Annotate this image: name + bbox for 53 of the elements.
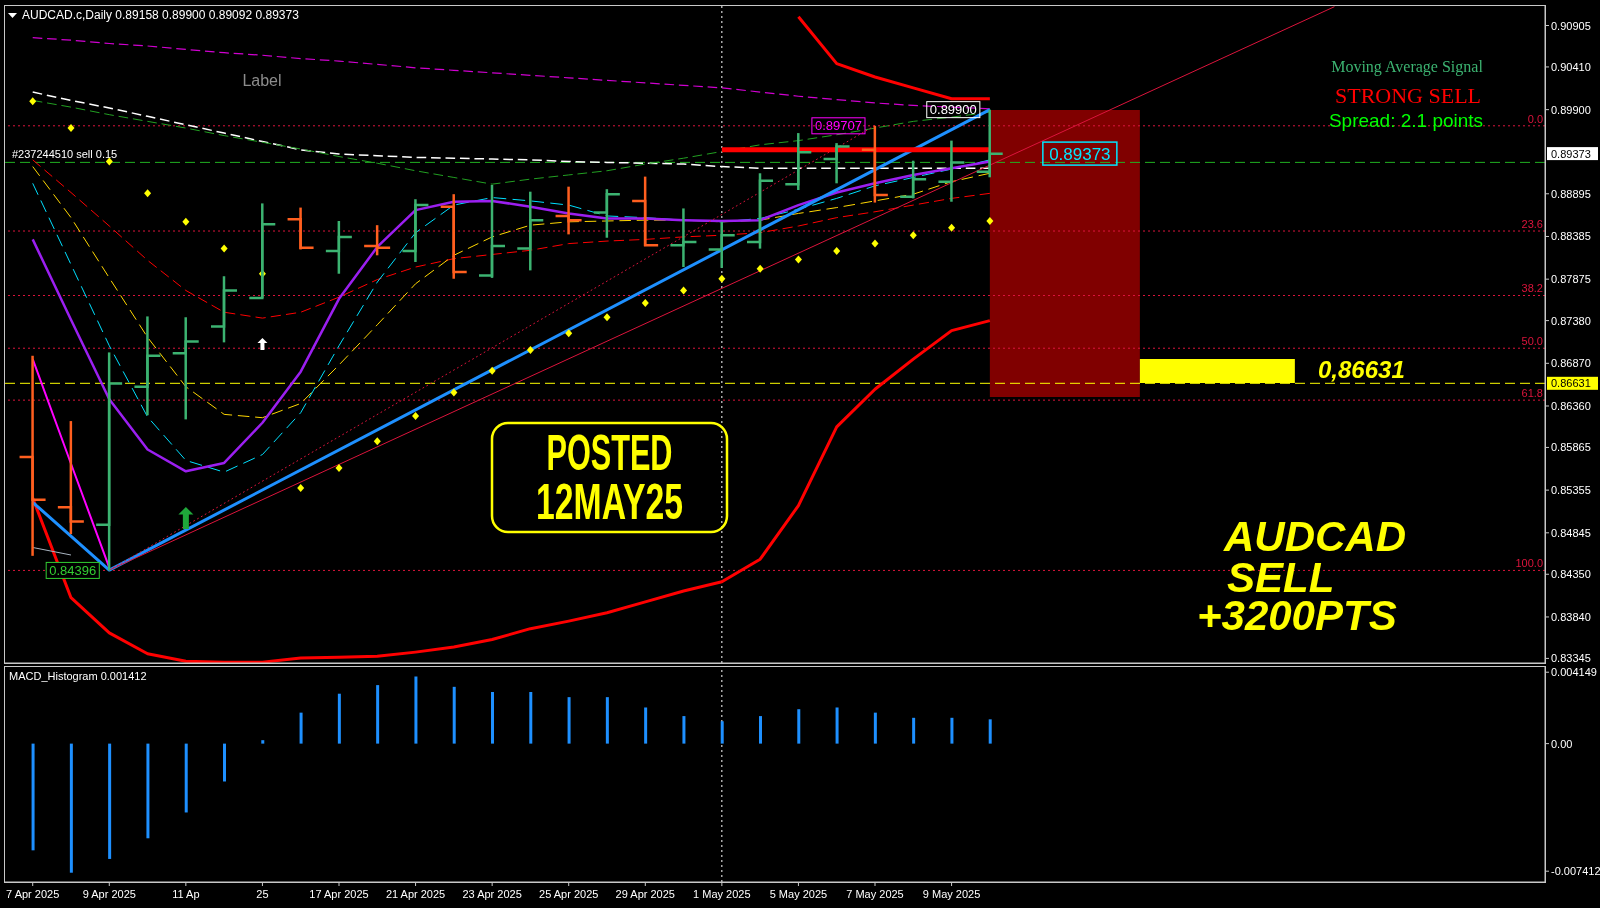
x-tick-label: 9 Apr 2025 bbox=[82, 888, 136, 900]
ref-line-label: #237244510 sell 0.15 bbox=[12, 148, 118, 161]
y-tick-label: 0.87875 bbox=[1551, 273, 1591, 286]
y-tick-label: 0.83840 bbox=[1551, 610, 1591, 623]
y-tick-label: 0.004149 bbox=[1551, 666, 1597, 679]
y-tick-label: 0.85865 bbox=[1551, 441, 1591, 454]
x-tick-label: 5 May 2025 bbox=[769, 888, 828, 900]
annotation: STRONG SELL bbox=[1334, 83, 1482, 108]
annotation: 0.84396 bbox=[49, 562, 97, 578]
y-tick-label: 0.86360 bbox=[1551, 399, 1591, 412]
annotation: Label bbox=[242, 72, 282, 89]
annotation: 50.0 bbox=[1521, 335, 1543, 348]
x-tick-label: 1 May 2025 bbox=[693, 888, 751, 900]
x-tick-label: 7 Apr 2025 bbox=[6, 888, 60, 900]
annotation: 0.89707 bbox=[814, 118, 862, 134]
annotation: 100.0 bbox=[1515, 557, 1543, 570]
annotation: 0.89373 bbox=[1049, 144, 1111, 164]
annotation: 0.0 bbox=[1527, 112, 1543, 125]
annotation: Moving Average Signal bbox=[1331, 58, 1484, 76]
y-tick-label: 0.89900 bbox=[1551, 103, 1591, 116]
y-tick-label: 0.88895 bbox=[1551, 187, 1591, 200]
chart-title: MACD_Histogram 0.001412 bbox=[9, 670, 147, 682]
chart-title: AUDCAD.c,Daily 0.89158 0.89900 0.89092 0.89373 bbox=[22, 8, 300, 22]
annotation: 0,86631 bbox=[1318, 356, 1405, 383]
y-tick-label: 0.00 bbox=[1551, 737, 1573, 750]
y-tick-label: 0.83345 bbox=[1551, 652, 1591, 665]
annotation: Spread: 2.1 points bbox=[1328, 110, 1484, 131]
y-tick-label: 0.85355 bbox=[1551, 484, 1591, 497]
x-tick-label: 23 Apr 2025 bbox=[462, 888, 522, 900]
y-tick-label: 0.90905 bbox=[1551, 19, 1591, 32]
x-tick-label: 17 Apr 2025 bbox=[309, 888, 369, 900]
ref-line-label: 0.86631 bbox=[1551, 377, 1591, 390]
annotation: 61.8 bbox=[1521, 387, 1543, 400]
y-tick-label: 0.84350 bbox=[1551, 568, 1591, 581]
x-tick-label: 25 bbox=[256, 888, 269, 900]
y-tick-label: 0.84845 bbox=[1551, 526, 1591, 539]
x-tick-label: 9 May 2025 bbox=[922, 888, 981, 900]
annotation: AUDCAD SELL +3200PTS bbox=[1197, 513, 1406, 639]
y-tick-label: 0.88385 bbox=[1551, 230, 1591, 243]
x-tick-label: 7 May 2025 bbox=[846, 888, 904, 900]
x-tick-label: 25 Apr 2025 bbox=[539, 888, 599, 900]
annotation: 23.6 bbox=[1521, 218, 1543, 231]
annotation: 0.89900 bbox=[929, 102, 977, 118]
y-tick-label: -0.007412 bbox=[1551, 865, 1600, 878]
x-tick-label: 29 Apr 2025 bbox=[615, 888, 675, 900]
x-tick-label: 11 Ap bbox=[172, 888, 200, 900]
annotation: POSTED 12MAY25 bbox=[536, 425, 754, 530]
y-tick-label: 0.90410 bbox=[1551, 60, 1591, 73]
y-tick-label: 0.87380 bbox=[1551, 314, 1591, 327]
y-tick-label: 0.86870 bbox=[1551, 357, 1591, 370]
text: 0.89373 bbox=[1551, 147, 1591, 160]
annotation: 38.2 bbox=[1521, 282, 1543, 295]
x-tick-label: 21 Apr 2025 bbox=[385, 888, 446, 900]
